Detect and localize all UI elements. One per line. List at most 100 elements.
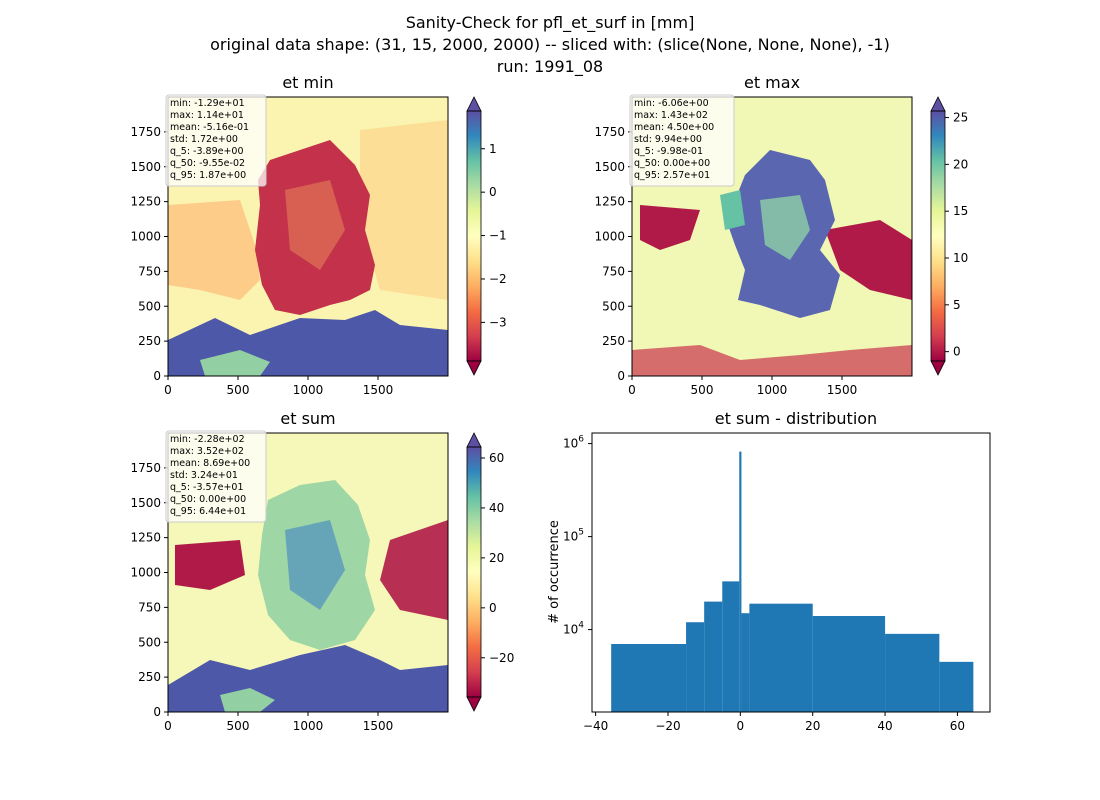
x-tick-label: 500 [227, 719, 250, 733]
colorbar-tick-label: −2 [489, 272, 507, 286]
y-tick-label: 500 [602, 299, 625, 313]
histogram-bar [741, 613, 750, 712]
y-tick-label: 0 [153, 705, 161, 719]
x-tick-label: −20 [655, 719, 680, 733]
y-tick-label: 105 [563, 528, 584, 544]
colorbar-tick-label: 5 [953, 298, 961, 312]
stat-text: std: 9.94e+00 [634, 134, 702, 145]
panel-et-sum: et sum 0 500 1000 1500 1750 1500 1250 1000 750 50… [130, 409, 514, 733]
histogram-bars [611, 451, 974, 712]
panel-title: et sum [280, 409, 335, 428]
y-axis-label: # of occurrence [547, 520, 562, 624]
stat-text: q_95: 2.57e+01 [634, 170, 710, 181]
y-tick-label: 1750 [130, 125, 161, 139]
x-tick-label: 40 [877, 719, 892, 733]
colorbar-tick-label: 0 [489, 185, 497, 199]
panel-title: et min [282, 73, 333, 92]
stat-text: mean: 4.50e+00 [634, 122, 714, 133]
stat-text: min: -6.06e+00 [634, 98, 709, 109]
x-tick-label: 20 [805, 719, 820, 733]
colorbar-tick-label: −1 [489, 229, 507, 243]
x-tick-label: 1000 [293, 383, 324, 397]
y-tick-label: 1500 [130, 496, 161, 510]
stat-text: q_50: -9.55e-02 [170, 158, 245, 169]
colorbar-tick-label: 20 [953, 157, 968, 171]
colorbar-tick-label: 1 [489, 142, 497, 156]
stat-text: q_5: -9.98e-01 [634, 146, 703, 157]
x-tick-label: 1500 [363, 383, 394, 397]
y-tick-label: 1250 [130, 531, 161, 545]
figure-title-line-1: Sanity-Check for pfl_et_surf in [mm] [405, 13, 695, 32]
colorbar-tick-label: 10 [953, 251, 968, 265]
colorbar: 1 0 −1 −2 −3 [466, 96, 507, 376]
stat-text: max: 1.43e+02 [634, 110, 708, 121]
x-tick-label: 0 [628, 383, 636, 397]
y-tick-label: 1250 [130, 195, 161, 209]
stat-text: q_5: -3.57e+01 [170, 482, 244, 493]
stat-text: std: 3.24e+01 [170, 470, 238, 481]
y-tick-label: 750 [138, 264, 161, 278]
histogram-bar [939, 661, 974, 712]
colorbar: 25 20 15 10 5 0 [930, 96, 968, 376]
histogram-bar [749, 603, 813, 712]
colorbar-tick-label: 40 [489, 501, 504, 515]
x-tick-label: 60 [950, 719, 965, 733]
y-tick-label: 106 [563, 435, 584, 451]
y-tick-label: 750 [138, 600, 161, 614]
histogram-bar [812, 616, 886, 712]
histogram-bar [885, 633, 940, 712]
stat-text: max: 1.14e+01 [170, 110, 244, 121]
y-tick-label: 500 [138, 635, 161, 649]
stat-text: min: -2.28e+02 [170, 434, 245, 445]
y-tick-label: 250 [138, 334, 161, 348]
x-tick-label: 500 [227, 383, 250, 397]
y-tick-label: 500 [138, 299, 161, 313]
y-tick-label: 750 [602, 264, 625, 278]
histogram-bar [722, 581, 740, 712]
y-tick-label: 1000 [594, 230, 625, 244]
x-tick-label: 1000 [293, 719, 324, 733]
colorbar-tick-label: 15 [953, 204, 968, 218]
map-image [632, 97, 912, 376]
stat-text: q_5: -3.89e+00 [170, 146, 244, 157]
colorbar-tick-label: 60 [489, 451, 504, 465]
y-tick-label: 1000 [130, 230, 161, 244]
stats-box: min: -2.28e+02 max: 3.52e+02 mean: 8.69e… [165, 430, 267, 523]
y-tick-label: 0 [153, 369, 161, 383]
histogram-title: et sum - distribution [715, 409, 877, 428]
y-tick-label: 1750 [130, 461, 161, 475]
panel-title: et max [744, 73, 800, 92]
x-tick-label: 1500 [363, 719, 394, 733]
x-tick-label: 1500 [827, 383, 858, 397]
y-tick-label: 0 [617, 369, 625, 383]
colorbar-tick-label: 0 [953, 345, 961, 359]
x-tick-label: 0 [164, 383, 172, 397]
x-tick-label: −40 [583, 719, 608, 733]
stat-text: mean: 8.69e+00 [170, 458, 250, 469]
stat-text: q_50: 0.00e+00 [634, 158, 710, 169]
y-tick-label: 104 [563, 621, 584, 637]
y-tick-label: 250 [602, 334, 625, 348]
histogram-bar [686, 622, 705, 712]
x-tick-label: 0 [164, 719, 172, 733]
figure-title-line-2: original data shape: (31, 15, 2000, 2000… [210, 35, 890, 54]
stat-text: q_95: 1.87e+00 [170, 170, 246, 181]
stats-box: min: -6.06e+00 max: 1.43e+02 mean: 4.50e… [629, 94, 735, 187]
colorbar-tick-label: −20 [489, 651, 514, 665]
y-tick-label: 1500 [594, 160, 625, 174]
stat-text: max: 3.52e+02 [170, 446, 244, 457]
colorbar: 60 40 20 0 −20 [466, 432, 514, 712]
y-tick-label: 1750 [594, 125, 625, 139]
stat-text: q_95: 6.44e+01 [170, 506, 246, 517]
panel-et-max: et max 0 500 1000 1500175015001250100075050… [594, 73, 968, 397]
stat-text: std: 1.72e+00 [170, 134, 238, 145]
y-tick-label: 250 [138, 670, 161, 684]
histogram-bar [704, 601, 723, 712]
colorbar-tick-label: 20 [489, 551, 504, 565]
stat-text: min: -1.29e+01 [170, 98, 245, 109]
colorbar-tick-label: −3 [489, 315, 507, 329]
stat-text: q_50: 0.00e+00 [170, 494, 246, 505]
y-tick-label: 1000 [130, 566, 161, 580]
x-tick-label: 1000 [757, 383, 788, 397]
colorbar-tick-label: 0 [489, 601, 497, 615]
